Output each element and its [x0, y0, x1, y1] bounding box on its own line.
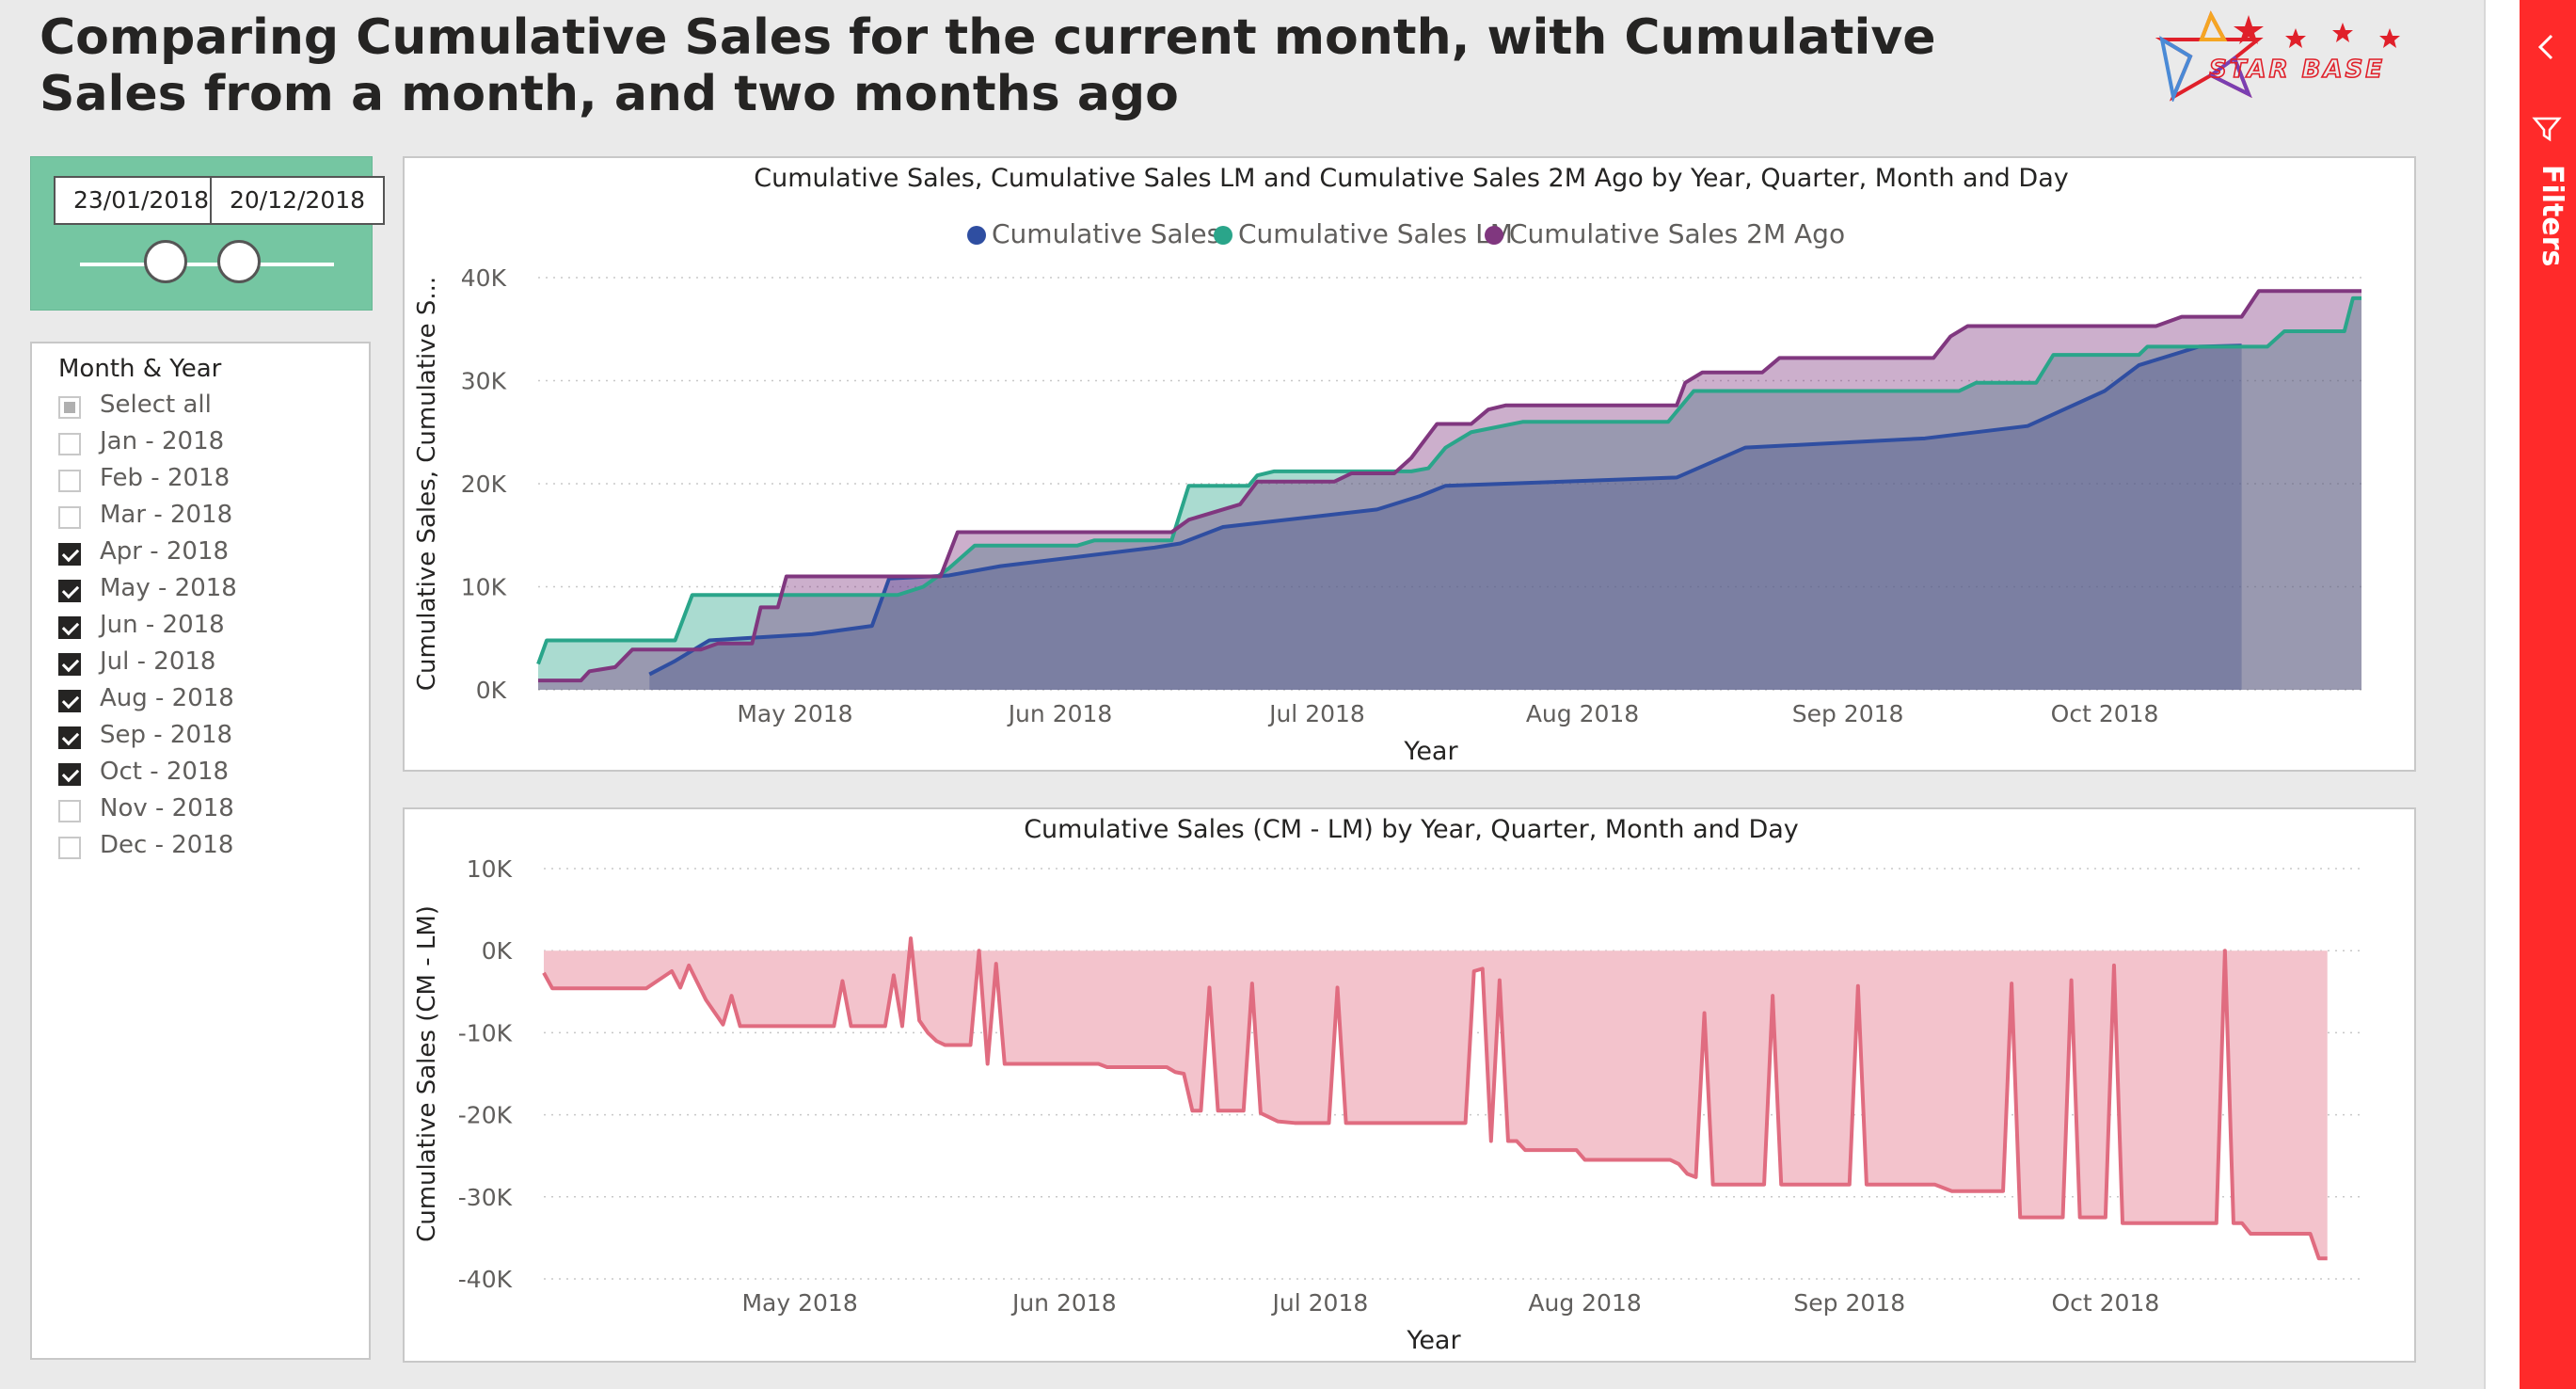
- x-axis-label: Year: [1406, 1326, 1461, 1355]
- series-line[interactable]: [538, 289, 2361, 683]
- cumulative-diff-chart-svg: Cumulative Sales (CM - LM) by Year, Quar…: [413, 815, 2361, 1355]
- slicer-item-checkbox[interactable]: [58, 653, 81, 676]
- legend-label[interactable]: Cumulative Sales LM: [1238, 218, 1513, 249]
- series-area: [538, 291, 2361, 690]
- slicer-item-label: May - 2018: [100, 574, 237, 602]
- slicer-title: Month & Year: [58, 355, 222, 383]
- select-all-checkbox[interactable]: [58, 396, 81, 419]
- y-tick-label: 20K: [461, 471, 507, 498]
- slicer-item-checkbox[interactable]: [58, 506, 81, 529]
- legend-marker: [967, 226, 986, 245]
- slicer-item-label: Apr - 2018: [100, 537, 230, 566]
- series-area: [649, 345, 2242, 690]
- chart-title: Cumulative Sales (CM - LM) by Year, Quar…: [1024, 815, 1799, 844]
- slicer-item-label: Jan - 2018: [100, 427, 225, 455]
- y-tick-label: -40K: [458, 1266, 513, 1293]
- slicer-item-checkbox[interactable]: [58, 470, 81, 492]
- legend-label[interactable]: Cumulative Sales 2M Ago: [1509, 218, 1845, 249]
- slicer-item-label: Feb - 2018: [100, 464, 231, 492]
- filters-pane[interactable]: Filters: [2520, 0, 2576, 1389]
- slicer-item-label: Nov - 2018: [100, 794, 234, 822]
- legend-marker: [1214, 226, 1232, 245]
- start-date-input[interactable]: 23/01/2018: [54, 176, 229, 225]
- series-line[interactable]: [536, 295, 2361, 665]
- date-slider-end-handle[interactable]: [217, 240, 261, 283]
- y-tick-label: 30K: [461, 368, 507, 395]
- y-tick-label: 10K: [461, 574, 507, 601]
- x-tick-label: Aug 2018: [1526, 700, 1639, 727]
- end-date-input[interactable]: 20/12/2018: [210, 176, 385, 225]
- y-axis-label: Cumulative Sales, Cumulative S...: [413, 277, 441, 691]
- x-tick-label: May 2018: [737, 700, 852, 727]
- slicer-item-checkbox[interactable]: [58, 800, 81, 822]
- x-tick-label: Sep 2018: [1793, 1289, 1905, 1317]
- x-tick-label: Oct 2018: [2051, 700, 2159, 727]
- y-tick-label: -10K: [458, 1019, 513, 1046]
- x-axis-label: Year: [1403, 737, 1458, 766]
- slicer-item-checkbox[interactable]: [58, 690, 81, 712]
- x-tick-label: Sep 2018: [1792, 700, 1904, 727]
- slicer-item-label: Jul - 2018: [100, 647, 216, 676]
- slicer-item-label: Sep - 2018: [100, 721, 233, 749]
- x-tick-label: Jul 2018: [1267, 700, 1365, 727]
- x-tick-label: May 2018: [741, 1289, 857, 1317]
- y-tick-label: -30K: [458, 1184, 513, 1211]
- slicer-item-checkbox[interactable]: [58, 763, 81, 786]
- slicer-item-checkbox[interactable]: [58, 837, 81, 859]
- cumulative-sales-chart-svg: Cumulative Sales, Cumulative Sales LM an…: [413, 164, 2361, 766]
- y-tick-label: 0K: [476, 677, 507, 704]
- canvas-margin: [2486, 0, 2520, 1389]
- canvas-divider: [2484, 0, 2486, 1389]
- x-tick-label: Oct 2018: [2051, 1289, 2159, 1317]
- slicer-item-label: Oct - 2018: [100, 758, 230, 786]
- slicer-item-checkbox[interactable]: [58, 726, 81, 749]
- month-year-slicer: Month & Year Select all Jan - 2018 Feb - …: [30, 342, 371, 1360]
- x-tick-label: Aug 2018: [1528, 1289, 1641, 1317]
- collapse-chevron-icon[interactable]: [2533, 28, 2561, 66]
- legend-marker: [1485, 226, 1503, 245]
- slicer-item-label: Jun - 2018: [100, 611, 225, 639]
- date-slider-start-handle[interactable]: [144, 240, 187, 283]
- slicer-item-checkbox[interactable]: [58, 543, 81, 566]
- series-line[interactable]: [648, 343, 2242, 677]
- slicer-item-label: Aug - 2018: [100, 684, 234, 712]
- series-line[interactable]: [542, 936, 2328, 1261]
- cumulative-diff-chart: Cumulative Sales (CM - LM) by Year, Quar…: [403, 807, 2416, 1363]
- y-tick-label: 10K: [467, 855, 513, 883]
- y-tick-label: 40K: [461, 264, 507, 292]
- star-base-logo: STAR BASE: [2145, 8, 2418, 104]
- slicer-item-label: Mar - 2018: [100, 501, 233, 529]
- x-tick-label: Jun 2018: [1010, 1289, 1117, 1317]
- date-slider-track[interactable]: [80, 263, 334, 266]
- slicer-item-checkbox[interactable]: [58, 433, 81, 455]
- x-tick-label: Jul 2018: [1271, 1289, 1369, 1317]
- series-area: [544, 938, 2328, 1259]
- slicer-item-label: Dec - 2018: [100, 831, 234, 859]
- page-title: Comparing Cumulative Sales for the curre…: [40, 9, 1936, 122]
- cumulative-sales-chart: Cumulative Sales, Cumulative Sales LM an…: [403, 156, 2416, 772]
- logo-text: STAR BASE: [2209, 56, 2385, 84]
- series-area: [538, 297, 2361, 690]
- legend-label[interactable]: Cumulative Sales: [992, 218, 1220, 249]
- y-tick-label: -20K: [458, 1102, 513, 1129]
- select-all-label: Select all: [100, 391, 212, 419]
- filter-funnel-icon: [2531, 113, 2563, 145]
- x-tick-label: Jun 2018: [1007, 700, 1113, 727]
- slicer-item-checkbox[interactable]: [58, 616, 81, 639]
- slicer-item-checkbox[interactable]: [58, 580, 81, 602]
- chart-title: Cumulative Sales, Cumulative Sales LM an…: [754, 164, 2068, 193]
- y-axis-label: Cumulative Sales (CM - LM): [413, 905, 441, 1242]
- date-range-slicer: 23/01/2018 20/12/2018: [30, 156, 385, 311]
- filters-pane-label: Filters: [2536, 165, 2568, 267]
- y-tick-label: 0K: [482, 937, 513, 965]
